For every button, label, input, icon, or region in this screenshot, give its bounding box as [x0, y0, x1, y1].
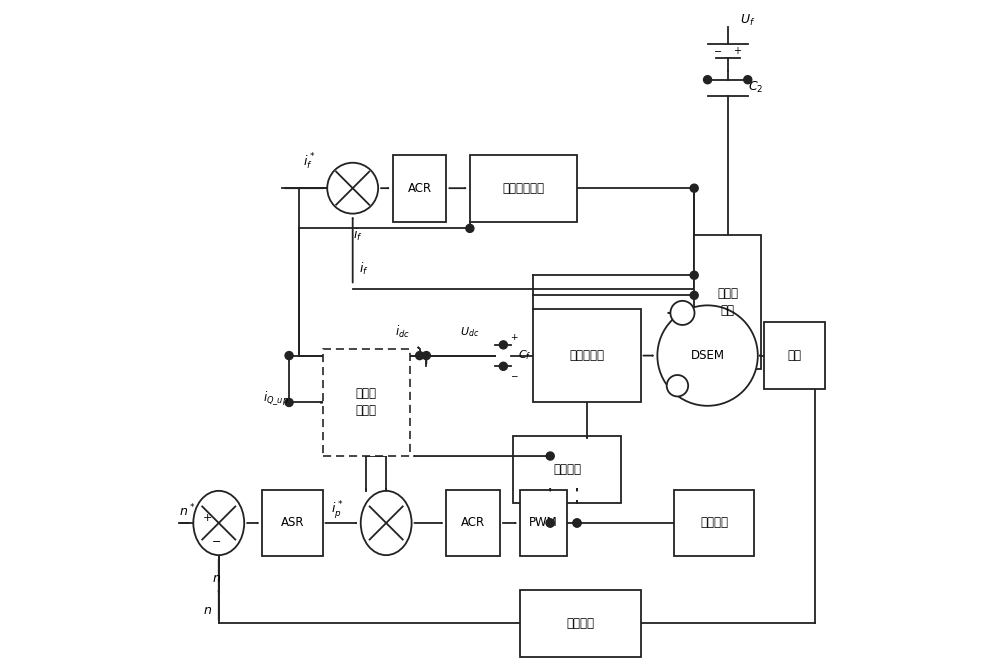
Text: ACR: ACR — [408, 182, 432, 195]
Text: 转速计算: 转速计算 — [566, 617, 594, 630]
Circle shape — [546, 519, 554, 527]
Text: $i_{dc}$: $i_{dc}$ — [395, 323, 410, 340]
Text: $n^*$: $n^*$ — [179, 503, 195, 519]
Text: $+$: $+$ — [510, 332, 518, 342]
Bar — [764, 322, 825, 389]
Circle shape — [744, 76, 752, 84]
Bar — [520, 490, 567, 556]
Bar — [262, 490, 323, 556]
Text: $+$: $+$ — [202, 512, 212, 523]
Bar — [470, 155, 577, 221]
Text: ASR: ASR — [281, 517, 304, 529]
Text: $i_{Q\_up}$: $i_{Q\_up}$ — [263, 390, 289, 408]
Text: $+$: $+$ — [733, 45, 742, 56]
Bar — [520, 590, 641, 657]
Circle shape — [573, 519, 581, 527]
Bar — [694, 235, 761, 369]
Text: $U_{dc}$: $U_{dc}$ — [460, 325, 479, 339]
Circle shape — [546, 452, 554, 460]
Text: 负载: 负载 — [788, 349, 802, 362]
Circle shape — [546, 519, 554, 527]
Text: $-$: $-$ — [510, 370, 518, 379]
Text: $i_p^*$: $i_p^*$ — [331, 499, 343, 521]
Text: $C_f$: $C_f$ — [518, 349, 532, 362]
Bar — [323, 349, 410, 456]
Text: $C_2$: $C_2$ — [748, 81, 763, 95]
Bar — [674, 490, 754, 556]
Bar — [393, 155, 446, 221]
Bar — [513, 436, 621, 503]
Text: $-$: $-$ — [713, 45, 722, 55]
Circle shape — [416, 352, 424, 360]
Text: 位置信号: 位置信号 — [700, 517, 728, 529]
Text: 励磁变
换器: 励磁变 换器 — [717, 287, 738, 317]
Text: 励磁驱动信号: 励磁驱动信号 — [502, 182, 544, 195]
Circle shape — [690, 184, 698, 192]
Bar — [533, 309, 641, 403]
Text: DSEM: DSEM — [691, 349, 725, 362]
Circle shape — [690, 271, 698, 279]
Text: PWM: PWM — [529, 517, 558, 529]
Circle shape — [573, 519, 581, 527]
Circle shape — [690, 291, 698, 299]
Text: $U_f$: $U_f$ — [740, 13, 755, 28]
Bar — [446, 490, 500, 556]
Text: $n$: $n$ — [203, 603, 212, 617]
Text: $n$: $n$ — [212, 572, 221, 585]
Ellipse shape — [193, 491, 244, 555]
Text: 驱动信号: 驱动信号 — [553, 463, 581, 476]
Circle shape — [466, 224, 474, 232]
Circle shape — [667, 375, 688, 397]
Circle shape — [657, 305, 758, 406]
Text: 开路故
障检测: 开路故 障检测 — [356, 387, 377, 417]
Ellipse shape — [361, 491, 412, 555]
Text: $i_f^*$: $i_f^*$ — [303, 151, 315, 172]
Text: $-$: $-$ — [211, 535, 221, 545]
Circle shape — [327, 163, 378, 213]
Circle shape — [285, 399, 293, 407]
Circle shape — [670, 301, 695, 325]
Circle shape — [499, 341, 507, 349]
Text: $i_f$: $i_f$ — [359, 260, 369, 276]
Circle shape — [704, 76, 712, 84]
Circle shape — [499, 362, 507, 370]
Circle shape — [422, 352, 430, 360]
Circle shape — [285, 352, 293, 360]
Text: 功率变换器: 功率变换器 — [570, 349, 605, 362]
Text: ACR: ACR — [461, 517, 485, 529]
Text: $i_f$: $i_f$ — [353, 227, 363, 243]
